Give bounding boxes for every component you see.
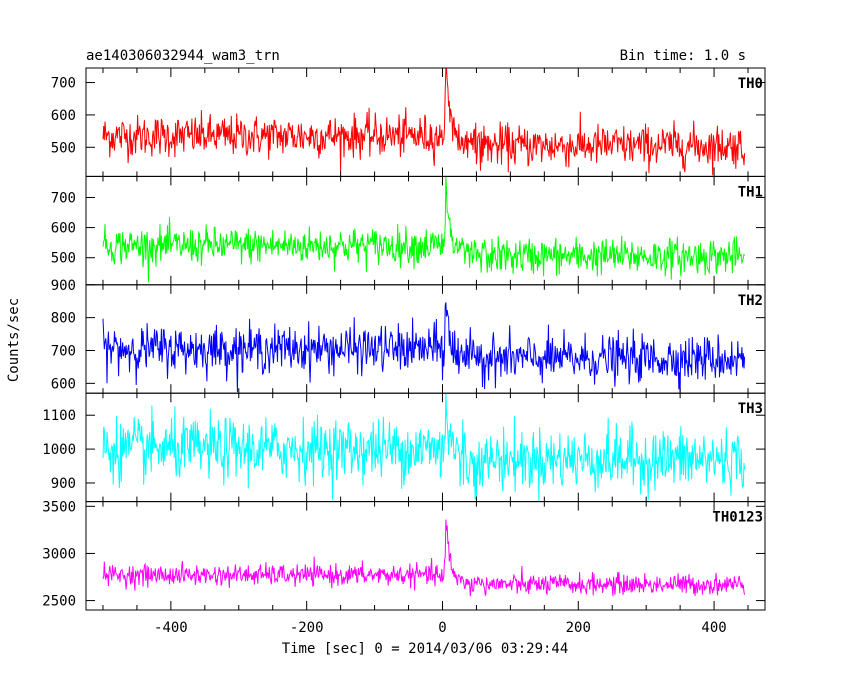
y-axis-label: Counts/sec (6, 298, 22, 382)
panel-frame-th2 (85, 284, 766, 394)
y-tick-label-th2: 800 (51, 311, 76, 327)
y-tick-label-th2: 600 (51, 376, 76, 392)
series-line-th3 (102, 393, 746, 502)
panel-frame-th1 (85, 175, 766, 286)
y-tick-label-th2: 900 (51, 278, 76, 294)
chart-title: ae140306032944_wam3_trn (86, 48, 280, 64)
series-line-th2 (102, 302, 746, 394)
y-tick-label-th1: 500 (51, 251, 76, 267)
y-tick-label-th0: 600 (51, 108, 76, 124)
x-tick-label: -400 (154, 620, 188, 636)
panel-frame-th0123 (85, 501, 766, 611)
y-tick-label-th3: 1000 (42, 442, 76, 458)
y-tick-label-th3: 1100 (42, 408, 76, 424)
x-tick-label: 0 (438, 620, 446, 636)
series-line-th0123 (102, 519, 746, 597)
y-tick-label-th0: 700 (51, 76, 76, 92)
panel-label-th0: TH0 (738, 76, 763, 92)
y-tick-label-th0123: 3000 (42, 546, 76, 562)
series-line-th0 (102, 67, 746, 176)
panel-label-th2: TH2 (738, 293, 763, 309)
series-line-th1 (102, 176, 746, 283)
y-tick-label-th0123: 3500 (42, 499, 76, 515)
x-axis-label: Time [sec] 0 = 2014/03/06 03:29:44 (282, 641, 569, 657)
y-tick-label-th0123: 2500 (42, 594, 76, 610)
y-tick-label-th1: 600 (51, 221, 76, 237)
bin-time-label: Bin time: 1.0 s (620, 48, 746, 64)
x-tick-label: 400 (701, 620, 726, 636)
y-tick-label-th2: 700 (51, 343, 76, 359)
panel-label-th1: TH1 (738, 184, 763, 200)
y-tick-label-th1: 700 (51, 190, 76, 206)
y-tick-label-th0: 500 (51, 140, 76, 156)
panels-group: 500 600 700 TH0 500 600 700 TH1 600 700 800 900 TH2 9… (42, 67, 766, 636)
panel-label-th0123: TH0123 (712, 510, 763, 526)
x-tick-label: 200 (566, 620, 591, 636)
x-tick-label: -200 (290, 620, 324, 636)
panel-label-th3: TH3 (738, 401, 763, 417)
y-tick-label-th3: 900 (51, 476, 76, 492)
